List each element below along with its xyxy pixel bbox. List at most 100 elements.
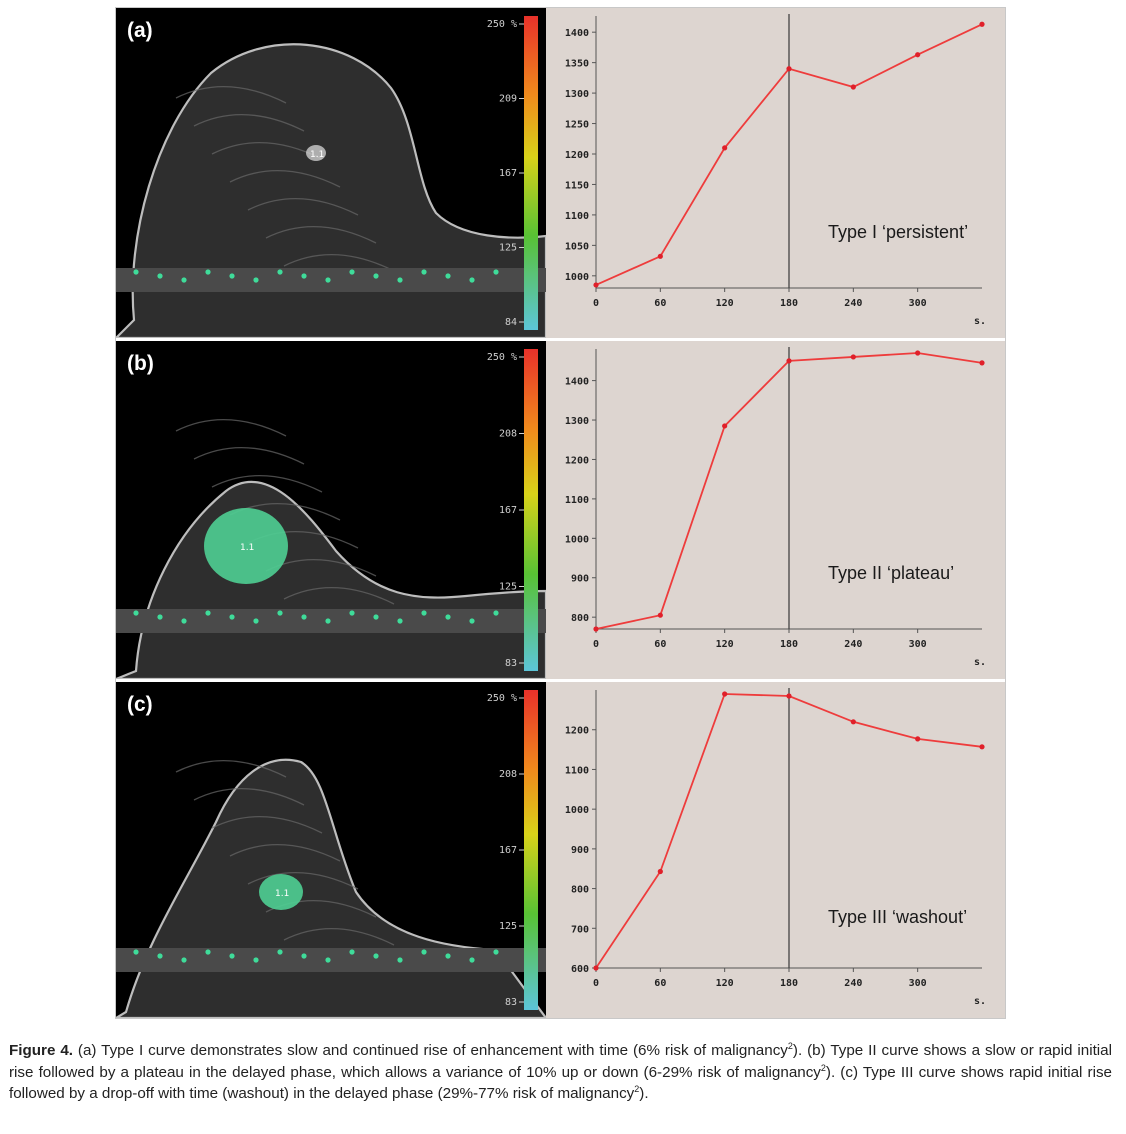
y-tick-label: 800 [571,613,589,624]
enhancement-dot [277,610,283,616]
data-point [722,691,728,697]
caption-ref: 2 [787,1040,793,1051]
y-tick-label: 700 [571,924,589,935]
data-point [593,965,599,971]
enhancement-dot [181,618,187,624]
caption-text-end: ). [639,1085,649,1102]
colorbar-tick-label: 167 [499,845,517,856]
data-point [850,84,856,90]
data-point [979,360,985,366]
panel-a: 1.1 250 % 209 167 125 84 (a) 1000 1050 1100 1150… [116,8,1005,338]
x-tick-label: 300 [909,639,927,650]
y-tick-label: 1200 [565,726,589,737]
tissue-strand [193,787,305,806]
colorbar-tick-label: 209 [499,94,517,105]
y-tick-label: 1400 [565,28,589,39]
colorbar-tick-label: 84 [505,317,517,328]
enhancement-dot [157,614,163,620]
lesion [204,508,288,584]
enhancement-dot [301,953,307,959]
data-point [850,719,856,725]
x-tick-label: 120 [716,298,734,309]
caption-ref: 2 [634,1083,640,1094]
colorbar-tick-label: 208 [499,429,517,440]
x-tick-label: 0 [593,298,599,309]
curve-type-label: Type III ‘washout’ [828,907,967,927]
colorbar-tick-label: 83 [505,658,517,669]
enhancement-dot [181,957,187,963]
x-tick-label: 180 [780,978,798,989]
panel-b: 1.1 250 % 208 167 125 83 (b) 800 900 1000 1100 12… [116,341,1005,679]
y-tick-label: 1200 [565,455,589,466]
enhancement-dot [397,618,403,624]
enhancement-dot [397,957,403,963]
x-tick-label: 60 [654,639,666,650]
enhancement-dot [493,949,499,955]
enhancement-dot [373,614,379,620]
colorbar-tick-label: 250 % [487,352,517,363]
data-point [979,744,985,750]
y-tick-label: 1000 [565,534,589,545]
data-point [850,354,856,360]
data-point [915,52,921,58]
enhancement-dot [253,957,259,963]
enhancement-dot [421,610,427,616]
y-tick-label: 800 [571,885,589,896]
lesion-marker: 1.1 [240,543,254,553]
x-tick-label: 120 [716,639,734,650]
enhancement-dot [397,277,403,283]
curve-type-label: Type I ‘persistent’ [828,222,968,242]
tissue-strand [193,446,305,465]
x-tick-label: 240 [844,978,862,989]
enhancement-dot [349,610,355,616]
data-point [915,736,921,742]
enhancement-dot [133,269,139,275]
chest-wall [116,268,546,292]
colorbar-tick-label: 125 [499,582,517,593]
tissue-strand [247,871,359,890]
colorbar-tick-label: 250 % [487,693,517,704]
y-tick-label: 900 [571,845,589,856]
y-tick-label: 1300 [565,416,589,427]
colorbar [524,690,538,1010]
enhancement-dot [277,949,283,955]
data-point [722,423,728,429]
enhancement-dot [421,269,427,275]
caption-text-a: (a) Type I curve demonstrates slow and c… [73,1042,788,1059]
enhancement-dot [229,953,235,959]
x-tick-label: 300 [909,298,927,309]
chest-wall [116,609,546,633]
enhancement-dot [133,610,139,616]
enhancement-dot [469,957,475,963]
x-tick-label: 240 [844,298,862,309]
y-tick-label: 900 [571,574,589,585]
enhancement-dot [157,273,163,279]
lesion-marker: 1.1 [275,889,289,899]
x-tick-label: 60 [654,978,666,989]
x-tick-label: 0 [593,978,599,989]
tissue-strand [175,85,287,104]
mri-image: 1.1 250 % 209 167 125 84 (a) [116,8,546,338]
colorbar-tick-label: 125 [499,921,517,932]
x-tick-label: 0 [593,639,599,650]
y-tick-label: 1200 [565,150,589,161]
x-tick-label: 300 [909,978,927,989]
enhancement-dot [445,953,451,959]
enhancement-dot [157,953,163,959]
enhancement-dot [325,618,331,624]
enhancement-curve-graph: 1000 1050 1100 1150 1200 1250 1300 1350 1400 0 60 1… [546,8,1005,338]
y-tick-label: 1000 [565,805,589,816]
x-tick-label: 180 [780,639,798,650]
curve-type-label: Type II ‘plateau’ [828,563,954,583]
colorbar [524,16,538,330]
figure-caption: Figure 4. (a) Type I curve demonstrates … [9,1040,1112,1105]
colorbar-tick-label: 250 % [487,19,517,30]
y-tick-label: 1150 [565,180,589,191]
lesion-marker: 1.1 [310,150,324,160]
data-point [786,693,792,699]
data-point [657,253,663,259]
enhancement-dot [373,953,379,959]
enhancement-dot [493,610,499,616]
data-point [915,350,921,356]
enhancement-dot [421,949,427,955]
